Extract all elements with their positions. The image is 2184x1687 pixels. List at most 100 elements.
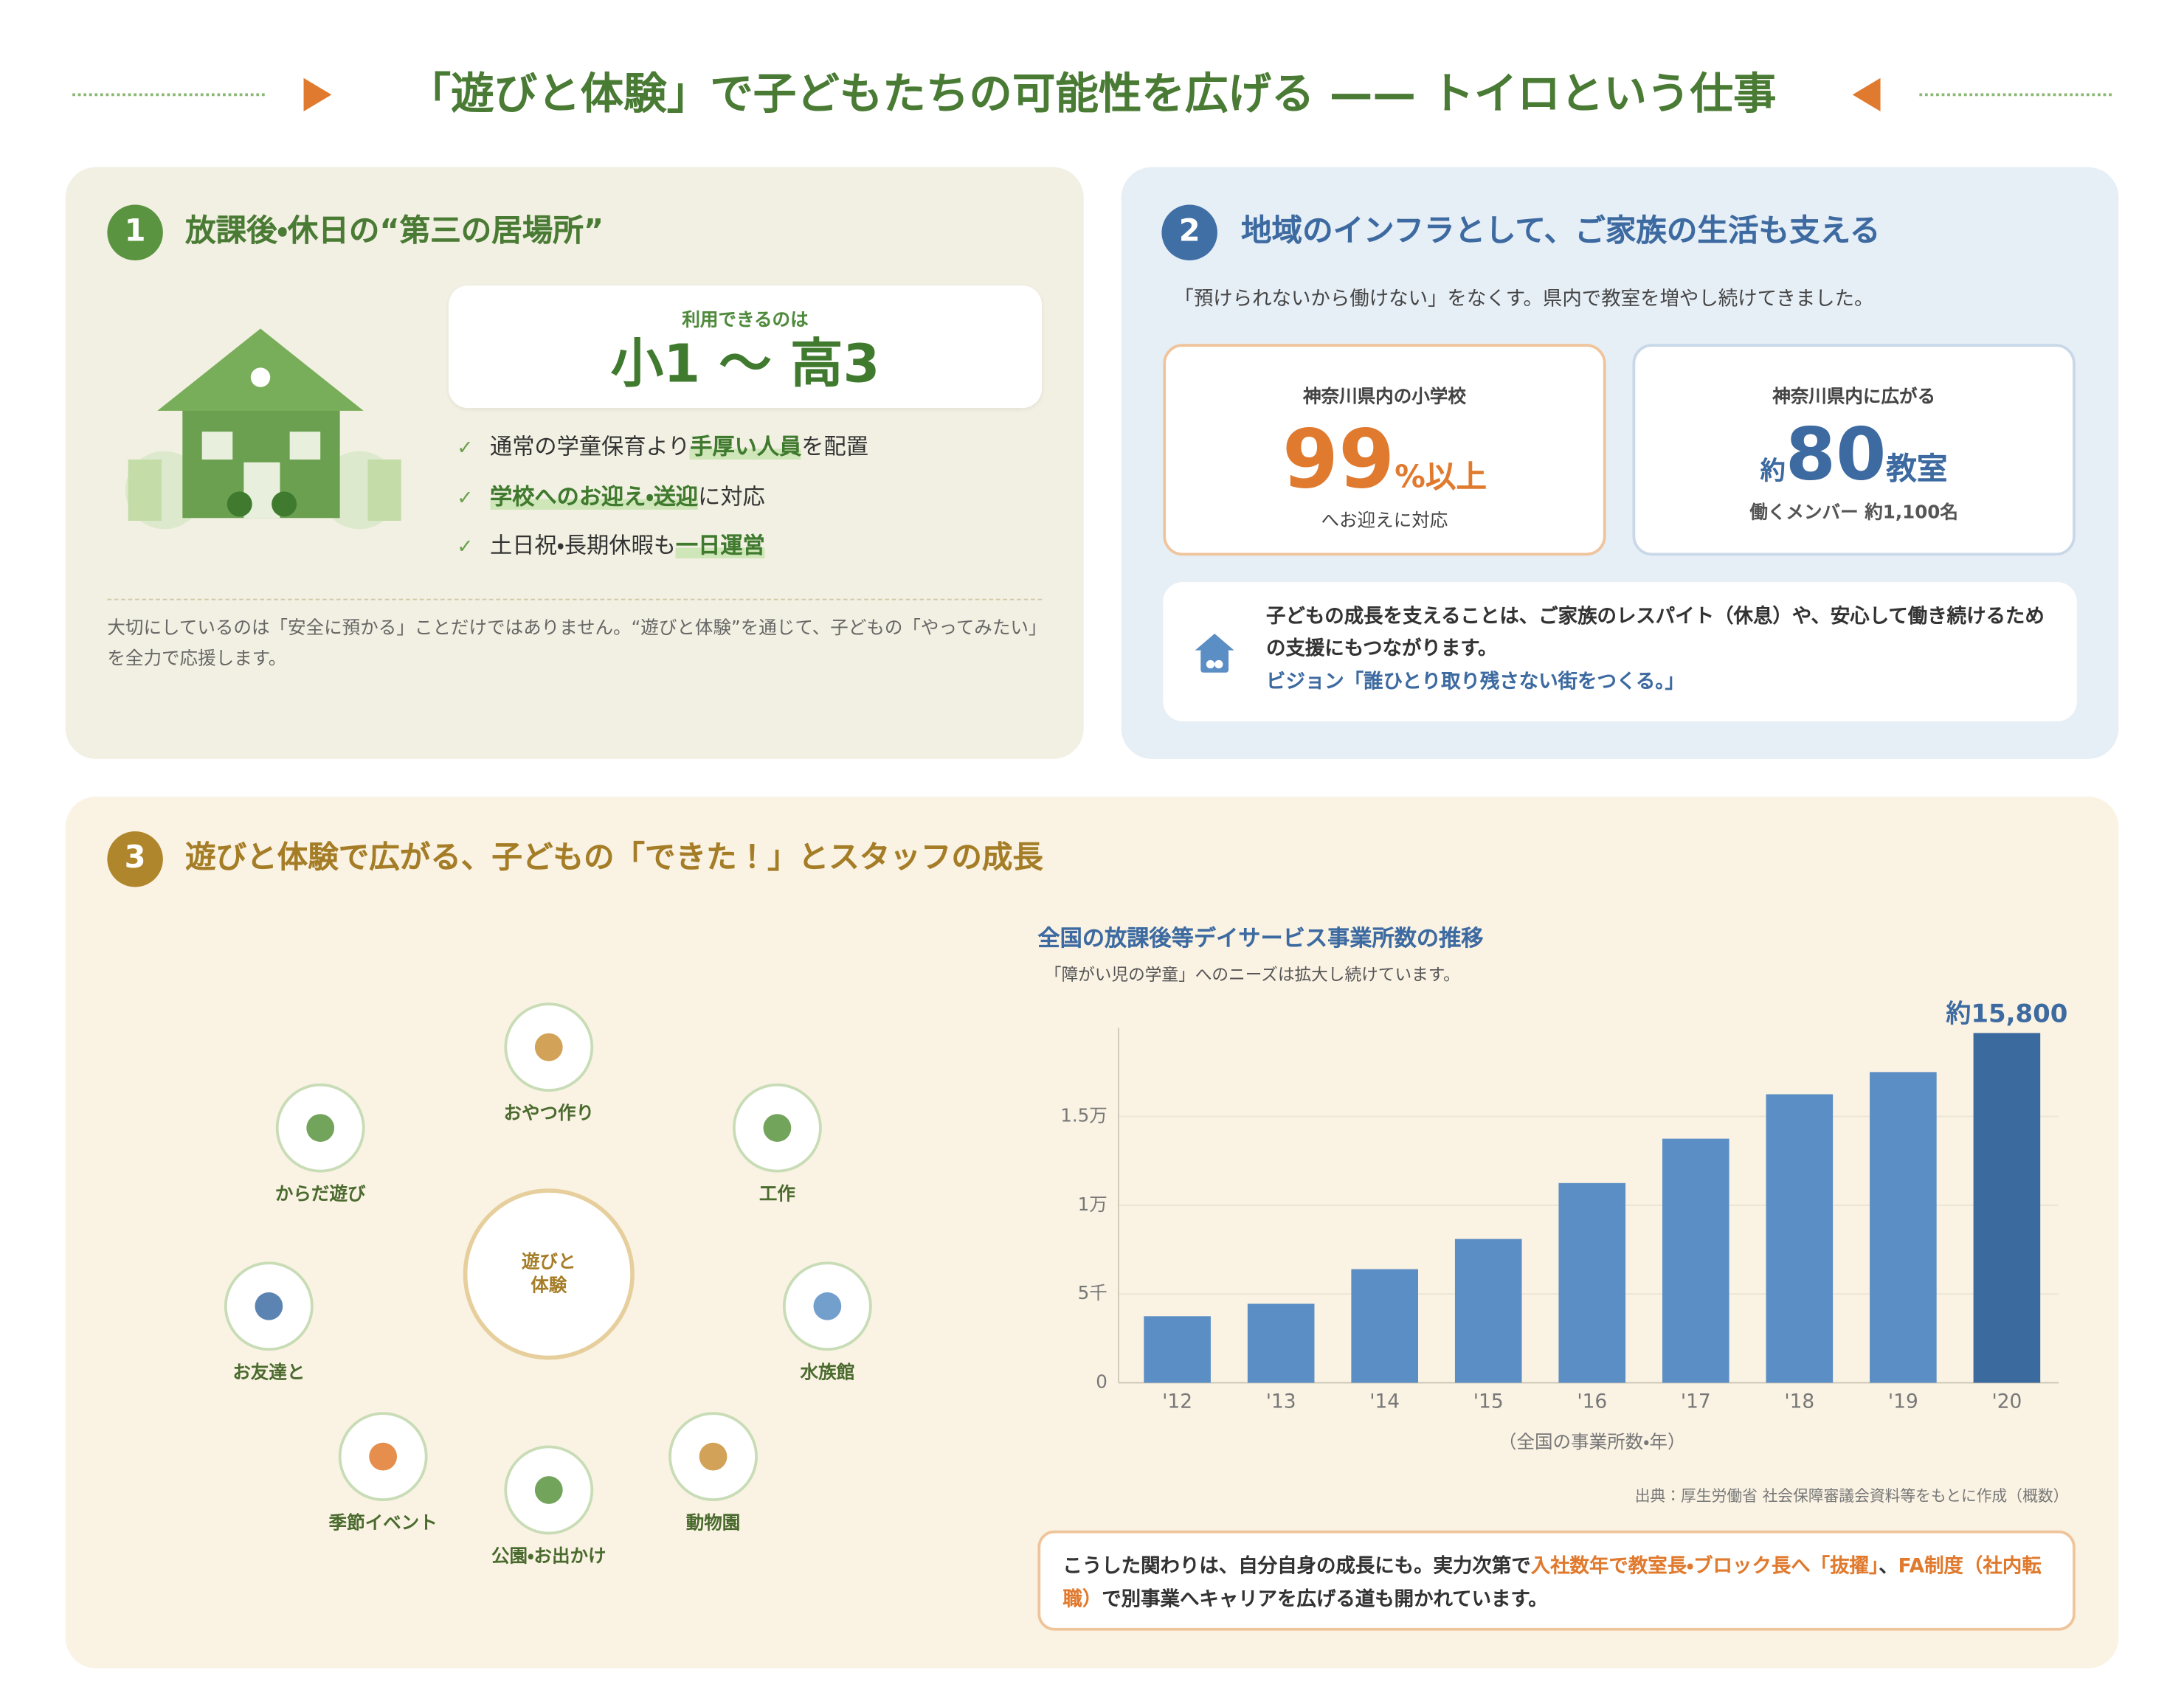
chart-title: 全国の放課後等デイサービス事業所数の推移 bbox=[1037, 924, 1484, 952]
chart-subtitle: 「障がい児の学童」へのニーズは拡大し続けています。 bbox=[1044, 965, 1460, 985]
career-note: こうした関わりは、自分自身の成長にも。実力次第で入社数年で教室長・ブロック長へ「… bbox=[1037, 1530, 2076, 1631]
note-box: 子どもの成長を支えることは、ご家族のレスパイト（休息）や、安心して働き続けるため… bbox=[1163, 582, 2077, 721]
activity-label: 水族館 bbox=[800, 1361, 855, 1382]
bar bbox=[1454, 1239, 1522, 1383]
text-run: で別事業へキャリアを広げる道も開かれています。 bbox=[1102, 1588, 1548, 1612]
stat-value-line: 約80教室 bbox=[1635, 411, 2073, 500]
stat-card: 神奈川県内の小学校 99%以上 へお迎えに対応 bbox=[1163, 344, 1606, 556]
y-tick-label: 1.5万 bbox=[1060, 1105, 1107, 1126]
section-title: 遊びと体験で広がる、子どもの「できた！」とスタッフの成長 bbox=[185, 841, 1043, 876]
arrow bbox=[1852, 77, 1881, 112]
bar bbox=[1662, 1138, 1729, 1383]
feature: 通常の学童保育より手厚い人員を配置 bbox=[457, 430, 868, 465]
activity-label: 工作 bbox=[759, 1183, 796, 1205]
activity-icon bbox=[369, 1442, 398, 1471]
bar bbox=[1558, 1182, 1626, 1383]
stat-sub-value: 約1,100名 bbox=[1865, 502, 1958, 524]
activity-icon bbox=[255, 1292, 283, 1320]
text-run: 通常の学童保育より bbox=[490, 433, 691, 460]
x-tick-label: '20 bbox=[1991, 1390, 2022, 1413]
activity-icon bbox=[813, 1292, 842, 1320]
highlight: FA制度（社内転職） bbox=[1062, 1555, 2042, 1612]
bar bbox=[1870, 1072, 1937, 1383]
stat-value: 80 bbox=[1785, 413, 1887, 497]
x-tick-label: '17 bbox=[1681, 1390, 1711, 1413]
feature: 土日祝・長期休暇も一日運営 bbox=[457, 529, 765, 564]
house-icon bbox=[1195, 633, 1234, 673]
x-tick-label: '15 bbox=[1473, 1390, 1504, 1413]
eligibility: 小1 ～ 高3 bbox=[610, 333, 880, 395]
section-number: 3 bbox=[107, 831, 163, 887]
divider bbox=[1919, 93, 2112, 97]
x-tick-label: '16 bbox=[1577, 1390, 1607, 1413]
source: 出典：厚生労働省 社会保障審議会資料等をもとに作成（概数） bbox=[1634, 1487, 2069, 1506]
stat-value: 99 bbox=[1282, 412, 1395, 508]
eligibility-label: 利用できるのは bbox=[682, 310, 809, 332]
activity-label: 季節イベント bbox=[328, 1511, 438, 1533]
stat-label: 神奈川県内に広がる bbox=[1772, 387, 1936, 409]
activity-icon bbox=[534, 1476, 563, 1504]
hub-circle bbox=[463, 1188, 635, 1360]
stat-value-line: 99%以上 bbox=[1166, 411, 1603, 508]
stat-unit: %以上 bbox=[1395, 460, 1487, 496]
text-run: 、 bbox=[1879, 1555, 1898, 1578]
note: 子どもの成長を支えることは、ご家族のレスパイト（休息）や、安心して働き続けるため… bbox=[1266, 606, 2045, 660]
x-tick-label: '14 bbox=[1369, 1390, 1400, 1413]
highlight: 手厚い人員 bbox=[690, 433, 802, 460]
x-tick-label: '19 bbox=[1888, 1390, 1918, 1413]
divider bbox=[72, 93, 265, 97]
bar bbox=[1766, 1094, 1834, 1383]
lead: 「預けられないから働けない」をなくす。県内で教室を増やし続けてきました。 bbox=[1174, 288, 1874, 311]
bar bbox=[1973, 1033, 2041, 1383]
stat-card: 神奈川県内に広がる 約80教室 働くメンバー 約1,100名 bbox=[1632, 344, 2076, 556]
x-tick-label: '12 bbox=[1162, 1390, 1192, 1413]
bar bbox=[1247, 1303, 1315, 1383]
activity-icon bbox=[534, 1033, 563, 1061]
activity-label: からだ遊び bbox=[275, 1183, 366, 1205]
text-run: 土日祝・長期休暇も bbox=[490, 532, 676, 559]
activity-label: おやつ作り bbox=[503, 1102, 594, 1123]
arrow bbox=[303, 77, 332, 112]
stat-sub: へお迎えに対応 bbox=[1321, 510, 1448, 533]
stat-label: 神奈川県内の小学校 bbox=[1303, 387, 1466, 409]
bar bbox=[1144, 1316, 1211, 1383]
hub-label: 遊びと bbox=[522, 1250, 576, 1272]
activity-icon bbox=[699, 1442, 728, 1471]
feature: 学校へのお迎え・送迎に対応 bbox=[457, 480, 765, 515]
hub-label: 体験 bbox=[531, 1274, 567, 1295]
highlight: 学校へのお迎え・送迎 bbox=[490, 483, 699, 510]
text-run: に対応 bbox=[698, 483, 765, 510]
x-tick-label: '18 bbox=[1784, 1390, 1814, 1413]
house-illustration bbox=[125, 328, 401, 530]
activity-label: 公園・お出かけ bbox=[491, 1545, 607, 1567]
stat-unit: 教室 bbox=[1886, 452, 1948, 488]
eligibility-box: 利用できるのは 小1 ～ 高3 bbox=[448, 285, 1043, 409]
stat-sub: 働くメンバー bbox=[1749, 502, 1859, 524]
stat-sub-line: 働くメンバー 約1,100名 bbox=[1635, 497, 2073, 524]
activity-icon bbox=[763, 1114, 792, 1142]
activity-icon bbox=[306, 1114, 335, 1142]
section-title: 地域のインフラとして、ご家族の生活も支える bbox=[1241, 214, 1881, 249]
activity-label: お友達と bbox=[232, 1361, 305, 1382]
divider bbox=[107, 598, 1043, 600]
section-title: 放課後・休日の“第三の居場所” bbox=[185, 214, 604, 249]
y-tick-label: 0 bbox=[1096, 1371, 1107, 1393]
y-tick-label: 5千 bbox=[1078, 1282, 1107, 1303]
bar bbox=[1351, 1269, 1418, 1383]
page-title: 「遊びと体験」で子どもたちの可能性を広げる —— トイロという仕事 bbox=[407, 69, 1777, 120]
stat-prefix: 約 bbox=[1760, 457, 1786, 486]
x-tick-label: '13 bbox=[1266, 1390, 1296, 1413]
text-run: こうした関わりは、自分自身の成長にも。実力次第で bbox=[1062, 1555, 1531, 1578]
y-tick-label: 1万 bbox=[1078, 1194, 1107, 1215]
text-run: を配置 bbox=[801, 433, 868, 460]
bar-annotation: 約15,800 bbox=[1946, 999, 2067, 1028]
note: 大切にしているのは「安全に預かる」ことだけではありません。“遊びと体験”を通じて… bbox=[107, 618, 1038, 671]
section-number: 1 bbox=[107, 204, 163, 261]
vision: ビジョン「誰ひとり取り残さない街をつくる。」 bbox=[1266, 671, 1684, 694]
activity-label: 動物園 bbox=[686, 1511, 741, 1533]
highlight: 入社数年で教室長・ブロック長へ「抜擢」 bbox=[1530, 1555, 1879, 1578]
highlight: 一日運営 bbox=[675, 532, 765, 559]
section-number: 2 bbox=[1161, 204, 1217, 261]
